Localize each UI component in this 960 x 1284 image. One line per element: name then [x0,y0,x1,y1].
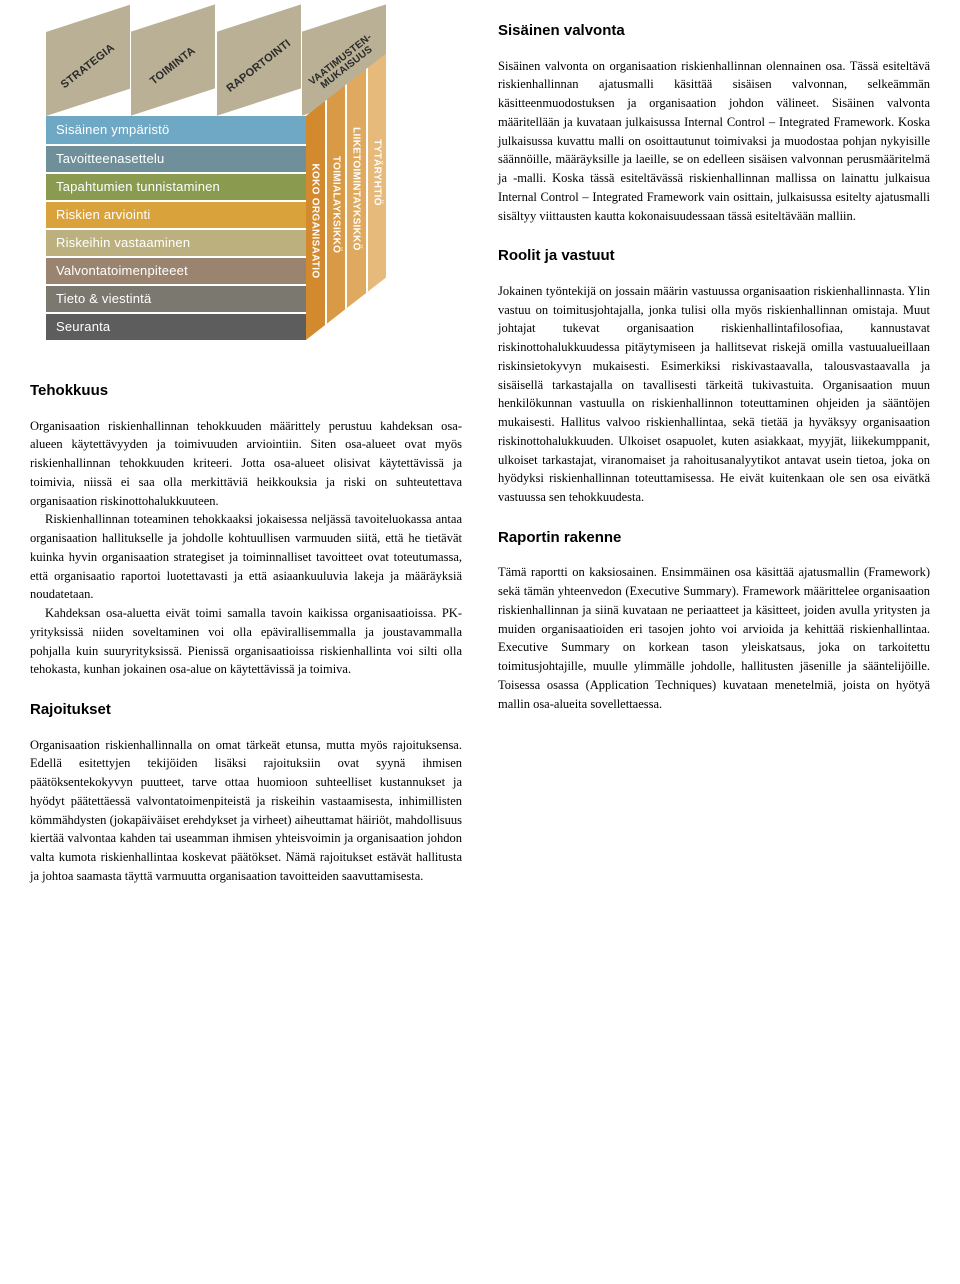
right-column: Sisäinen valvonta Sisäinen valvonta on o… [498,20,930,886]
front-row-5: Valvontatoimenpiteeet [46,256,306,284]
heading-roolit: Roolit ja vastuut [498,245,930,268]
page-root: STRATEGIA TOIMINTA RAPORTOINTI VAATIMUST… [30,20,930,886]
side-col-1: TOIMIALAYKSIKKÖ [325,86,346,326]
front-row-2: Tapahtumien tunnistaminen [46,172,306,200]
front-row-3: Riskien arviointi [46,200,306,228]
heading-tehokkuus: Tehokkuus [30,380,462,403]
tehokkuus-para-3: Kahdeksan osa-aluetta eivät toimi samall… [30,604,462,679]
top-cell-toiminta: TOIMINTA [130,4,215,116]
cube-front-face: Sisäinen ympäristö Tavoitteenasettelu Ta… [46,116,306,340]
heading-rajoitukset: Rajoitukset [30,699,462,722]
side-col-2: LIIKETOIMINTAYKSIKKÖ [345,70,366,310]
coso-cube-diagram: STRATEGIA TOIMINTA RAPORTOINTI VAATIMUST… [30,20,400,360]
side-col-0: KOKO ORGANISAATIO [306,102,325,340]
tehokkuus-para-2: Riskienhallinnan toteaminen tehokkaaksi … [30,510,462,604]
front-row-4: Riskeihin vastaaminen [46,228,306,256]
rajoitukset-para-1: Organisaation riskienhallinnalla on omat… [30,736,462,886]
front-row-0: Sisäinen ympäristö [46,116,306,144]
top-cell-strategia: STRATEGIA [46,5,130,116]
tehokkuus-para-1: Organisaation riskienhallinnan tehokkuud… [30,417,462,511]
front-row-1: Tavoitteenasettelu [46,144,306,172]
heading-sisainen-valvonta: Sisäinen valvonta [498,20,930,43]
raportin-para-1: Tämä raportti on kaksiosainen. Ensimmäin… [498,563,930,713]
roolit-para-1: Jokainen työntekijä on jossain määrin va… [498,282,930,507]
front-row-7: Seuranta [46,312,306,340]
left-column: STRATEGIA TOIMINTA RAPORTOINTI VAATIMUST… [30,20,462,886]
sisainen-para-1: Sisäinen valvonta on organisaation riski… [498,57,930,226]
heading-raportin: Raportin rakenne [498,527,930,550]
side-col-3: TYTÄRYHTIÖ [366,53,387,293]
front-row-6: Tieto & viestintä [46,284,306,312]
top-cell-raportointi: RAPORTOINTI [216,4,301,116]
